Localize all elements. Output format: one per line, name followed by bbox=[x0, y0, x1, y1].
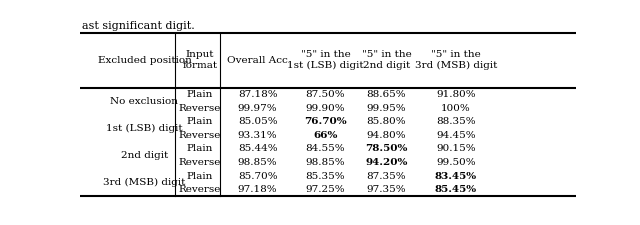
Text: 66%: 66% bbox=[314, 131, 338, 140]
Text: Excluded position: Excluded position bbox=[97, 56, 191, 65]
Text: ast significant digit.: ast significant digit. bbox=[82, 21, 195, 31]
Text: Plain: Plain bbox=[187, 171, 213, 180]
Text: 85.05%: 85.05% bbox=[237, 117, 277, 126]
Text: 78.50%: 78.50% bbox=[365, 144, 408, 153]
Text: Reverse: Reverse bbox=[179, 104, 221, 112]
Text: 2nd digit: 2nd digit bbox=[121, 151, 168, 160]
Text: 94.20%: 94.20% bbox=[365, 158, 408, 167]
Text: Reverse: Reverse bbox=[179, 158, 221, 167]
Text: 98.85%: 98.85% bbox=[306, 158, 346, 167]
Text: "5" in the
1st (LSB) digit: "5" in the 1st (LSB) digit bbox=[287, 50, 364, 70]
Text: 76.70%: 76.70% bbox=[304, 117, 347, 126]
Text: 3rd (MSB) digit: 3rd (MSB) digit bbox=[103, 178, 186, 187]
Text: 87.18%: 87.18% bbox=[237, 90, 277, 99]
Text: 85.45%: 85.45% bbox=[435, 185, 477, 194]
Text: 99.95%: 99.95% bbox=[367, 104, 406, 112]
Text: 91.80%: 91.80% bbox=[436, 90, 476, 99]
Text: "5" in the
2nd digit: "5" in the 2nd digit bbox=[362, 50, 412, 70]
Text: 85.80%: 85.80% bbox=[367, 117, 406, 126]
Text: Plain: Plain bbox=[187, 90, 213, 99]
Text: 98.85%: 98.85% bbox=[237, 158, 277, 167]
Text: Reverse: Reverse bbox=[179, 131, 221, 140]
Text: No exclusion: No exclusion bbox=[111, 97, 179, 106]
Text: 84.55%: 84.55% bbox=[306, 144, 346, 153]
Text: 88.65%: 88.65% bbox=[367, 90, 406, 99]
Text: 97.25%: 97.25% bbox=[306, 185, 346, 194]
Text: 94.45%: 94.45% bbox=[436, 131, 476, 140]
Text: 99.90%: 99.90% bbox=[306, 104, 346, 112]
Text: 1st (LSB) digit: 1st (LSB) digit bbox=[106, 124, 183, 133]
Text: 85.35%: 85.35% bbox=[306, 171, 346, 180]
Text: 94.80%: 94.80% bbox=[367, 131, 406, 140]
Text: 99.50%: 99.50% bbox=[436, 158, 476, 167]
Text: 88.35%: 88.35% bbox=[436, 117, 476, 126]
Text: 97.35%: 97.35% bbox=[367, 185, 406, 194]
Text: 93.31%: 93.31% bbox=[237, 131, 277, 140]
Text: 99.97%: 99.97% bbox=[237, 104, 277, 112]
Text: 97.18%: 97.18% bbox=[237, 185, 277, 194]
Text: 87.35%: 87.35% bbox=[367, 171, 406, 180]
Text: 90.15%: 90.15% bbox=[436, 144, 476, 153]
Text: "5" in the
3rd (MSB) digit: "5" in the 3rd (MSB) digit bbox=[415, 50, 497, 70]
Text: Plain: Plain bbox=[187, 144, 213, 153]
Text: 87.50%: 87.50% bbox=[306, 90, 346, 99]
Text: 85.70%: 85.70% bbox=[237, 171, 277, 180]
Text: Input
format: Input format bbox=[182, 50, 218, 70]
Text: Reverse: Reverse bbox=[179, 185, 221, 194]
Text: 100%: 100% bbox=[441, 104, 471, 112]
Text: 85.44%: 85.44% bbox=[237, 144, 277, 153]
Text: Plain: Plain bbox=[187, 117, 213, 126]
Text: 83.45%: 83.45% bbox=[435, 171, 477, 180]
Text: Overall Acc: Overall Acc bbox=[227, 56, 288, 65]
